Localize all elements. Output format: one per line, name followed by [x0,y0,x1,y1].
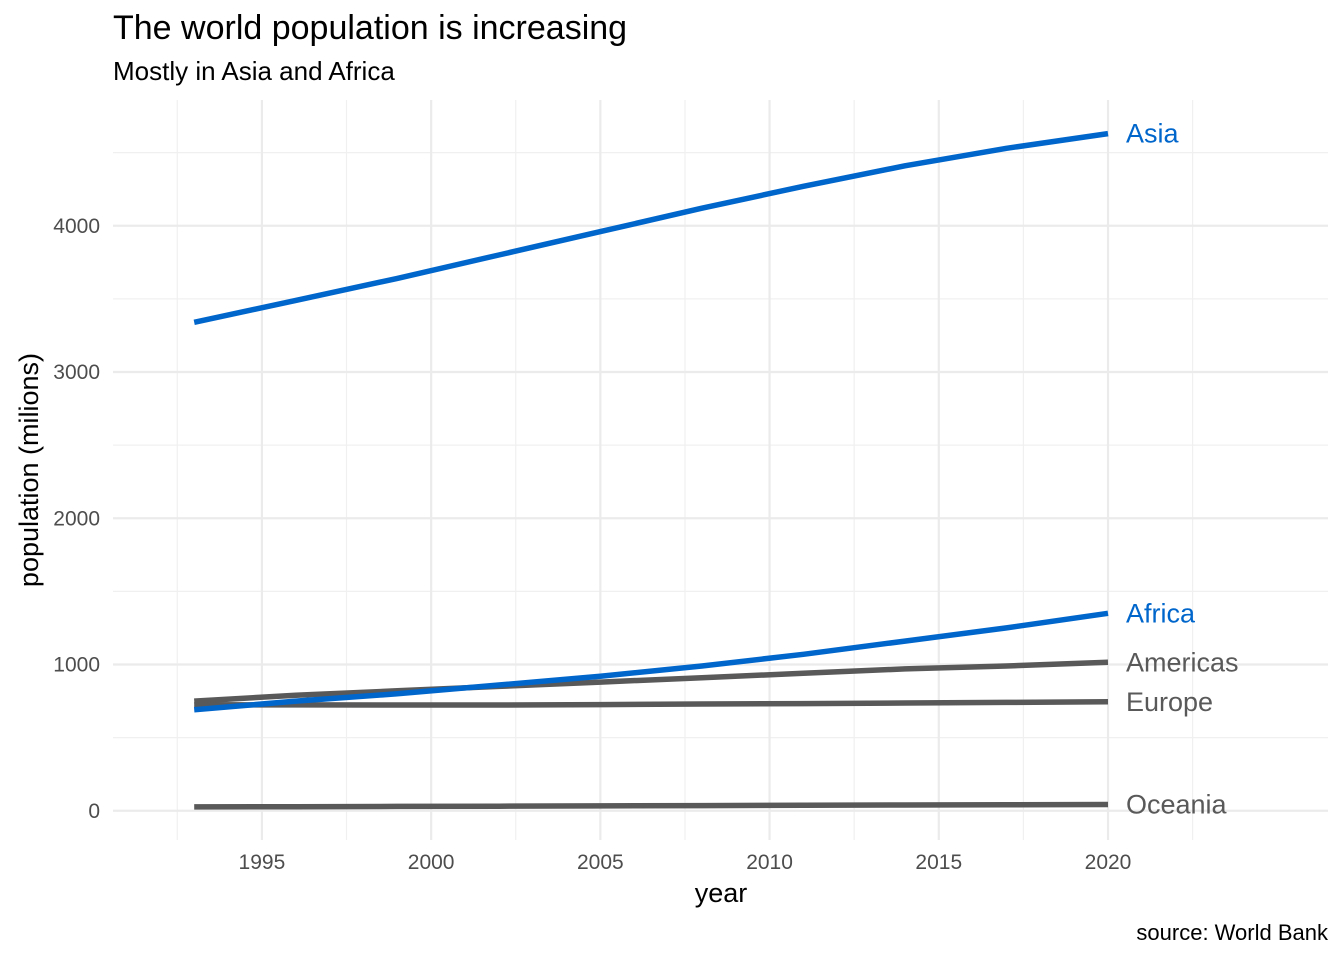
y-tick-label: 0 [88,800,100,823]
series-label-americas: Americas [1126,647,1239,677]
series-label-africa: Africa [1126,598,1196,628]
series-lines [193,130,1109,810]
chart-subtitle: Mostly in Asia and Africa [113,56,395,86]
x-tick-label: 1995 [239,851,286,874]
series-line-oceania [194,801,1109,810]
grid-minor [113,100,1328,840]
series-line-asia [193,130,1109,325]
y-axis-title: population (milions) [14,353,44,587]
series-label-europe: Europe [1126,687,1213,717]
x-tick-labels: 1995 2000 2005 2010 2015 2020 [239,851,1132,874]
x-tick-label: 2010 [746,851,793,874]
series-label-oceania: Oceania [1126,789,1228,819]
y-tick-label: 4000 [53,215,100,238]
series-line-europe [194,699,1109,708]
source-caption: source: World Bank [1136,920,1329,945]
y-tick-label: 3000 [53,361,100,384]
y-tick-label: 2000 [53,507,100,530]
series-labels: Asia Africa Americas Europe Oceania [1126,119,1239,820]
chart-title: The world population is increasing [113,9,627,47]
x-tick-label: 2015 [915,851,962,874]
x-tick-label: 2020 [1085,851,1132,874]
x-axis-title: year [695,878,748,908]
x-tick-label: 2000 [408,851,455,874]
y-tick-label: 1000 [53,654,100,677]
x-tick-label: 2005 [577,851,624,874]
series-line-americas [194,659,1109,704]
series-label-asia: Asia [1126,119,1180,149]
y-tick-labels: 0 1000 2000 3000 4000 [53,215,100,823]
grid-major [113,100,1328,840]
series-line-africa [193,610,1109,713]
